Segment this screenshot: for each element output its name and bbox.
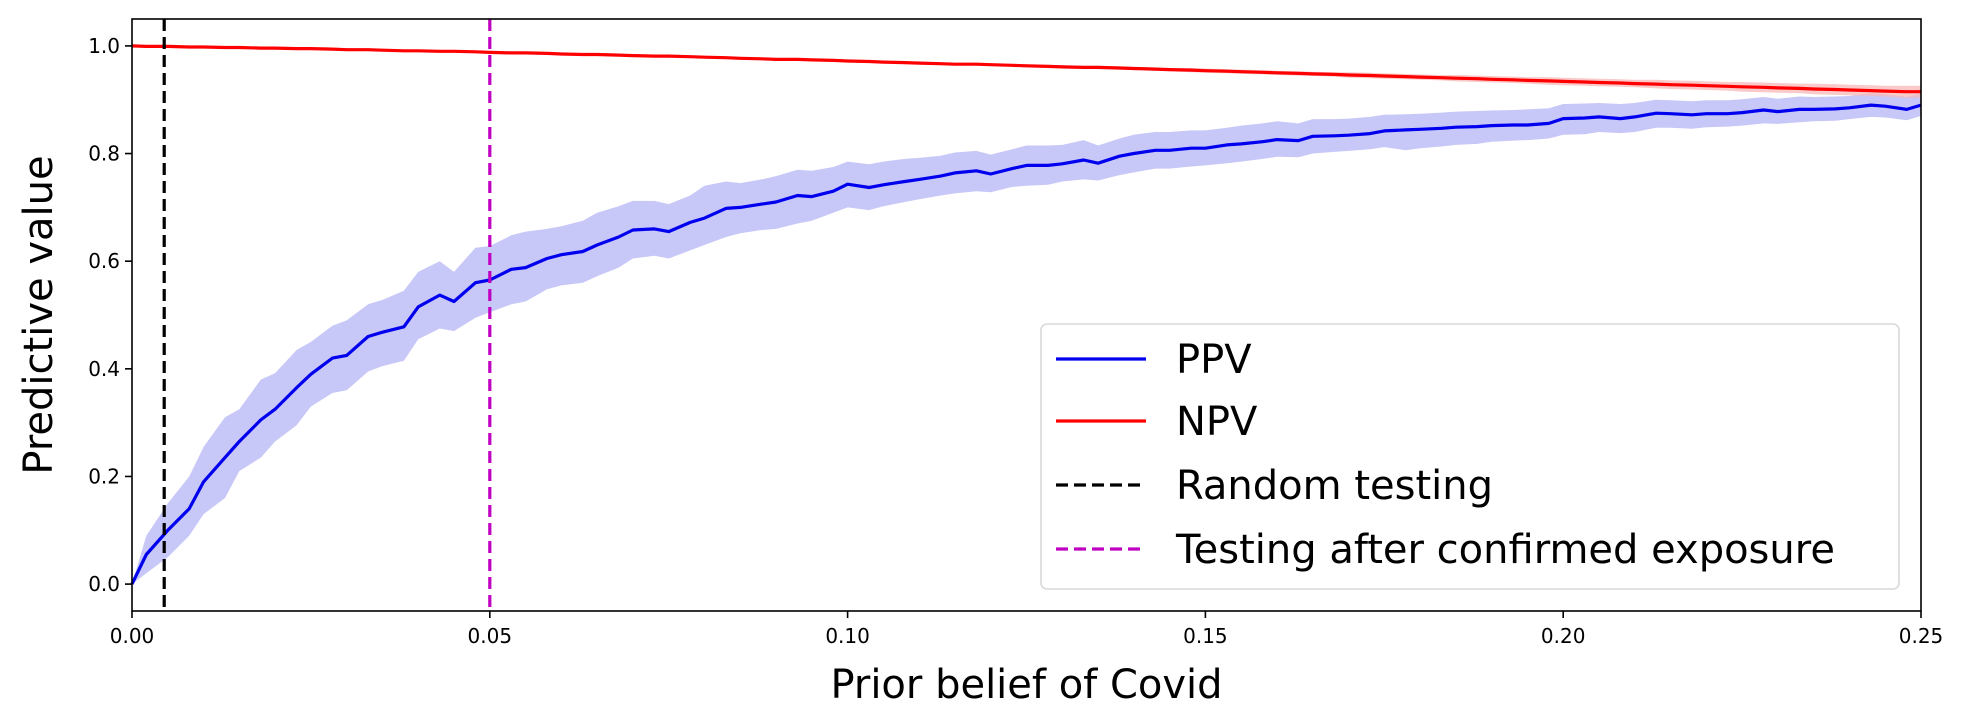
legend: PPV NPV Random testing Testing after con…: [1040, 323, 1900, 590]
legend-ppv-label: PPV: [1176, 337, 1252, 383]
x-tick-label: 0.00: [110, 624, 155, 648]
reference-lines: [162, 19, 492, 611]
x-tick-label: 0.25: [1899, 624, 1944, 648]
y-tick-label: 0.0: [88, 572, 120, 596]
legend-box: [1040, 323, 1900, 590]
x-tick-label: 0.10: [825, 624, 870, 648]
legend-random-testing-label: Random testing: [1176, 463, 1493, 509]
y-tick-label: 0.6: [88, 249, 120, 273]
axes-frame: [131, 18, 1922, 612]
y-tick-label: 0.4: [88, 357, 120, 381]
x-tick-label: 0.20: [1541, 624, 1586, 648]
y-tick-label: 1.0: [88, 34, 120, 58]
y-tick-label: 0.8: [88, 142, 120, 166]
legend-npv-label: NPV: [1176, 399, 1258, 445]
npv-line: [131, 44, 1921, 94]
legend-confirmed-exposure-label: Testing after confirmed exposure: [1175, 527, 1835, 573]
x-tick-label: 0.15: [1183, 624, 1228, 648]
x-axis-ticks: 0.00 0.05 0.10 0.15 0.20 0.25: [110, 611, 1944, 648]
series-lines: [130, 44, 1922, 585]
y-tick-label: 0.2: [88, 464, 120, 488]
x-tick-label: 0.05: [468, 624, 513, 648]
y-axis-ticks: 0.0 0.2 0.4 0.6 0.8 1.0: [88, 34, 132, 596]
y-axis-label: Predictive value: [16, 155, 62, 474]
ppv-line: [130, 103, 1922, 585]
x-axis-label: Prior belief of Covid: [830, 662, 1222, 708]
plot-area: [130, 19, 1922, 611]
